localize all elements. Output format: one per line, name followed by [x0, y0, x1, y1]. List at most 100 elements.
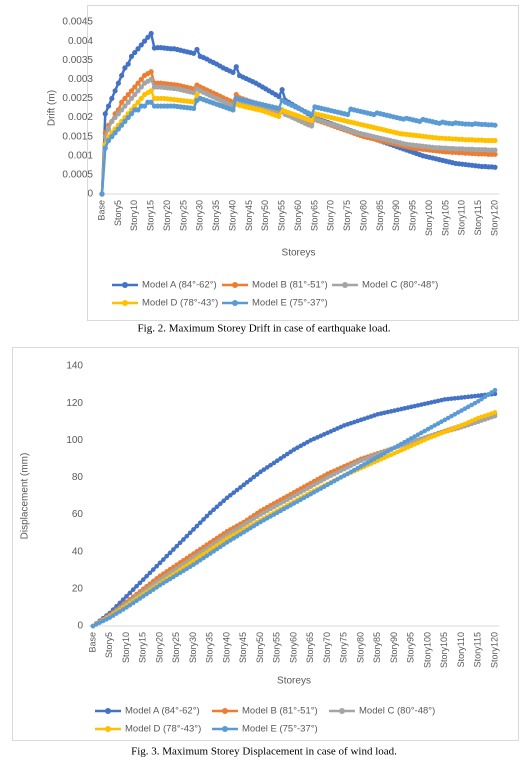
- point: [328, 480, 334, 486]
- point: [233, 92, 239, 98]
- point: [295, 491, 300, 497]
- point: [258, 512, 263, 517]
- point: [274, 510, 280, 516]
- point: [261, 517, 267, 523]
- point: [148, 30, 154, 37]
- x-tick-label: Story10: [121, 632, 131, 663]
- point: [425, 426, 431, 432]
- point: [147, 570, 153, 576]
- point: [295, 488, 300, 493]
- point: [318, 478, 324, 484]
- point: [264, 504, 270, 510]
- y-tick-label: 0: [87, 189, 93, 200]
- point: [285, 497, 290, 503]
- x-tick-label: Story60: [288, 632, 298, 663]
- point: [137, 596, 143, 601]
- legend-marker: [222, 708, 228, 714]
- point: [321, 484, 327, 490]
- point: [122, 118, 128, 124]
- point: [201, 517, 206, 522]
- point: [181, 537, 186, 542]
- x-tick-label: Story45: [238, 632, 248, 663]
- point: [318, 486, 324, 491]
- point: [238, 531, 243, 537]
- point: [459, 395, 464, 400]
- point: [415, 432, 421, 438]
- x-tick-label: Story70: [326, 200, 336, 231]
- x-axis-title: Storeys: [277, 676, 311, 687]
- point: [308, 484, 314, 490]
- point: [295, 499, 300, 504]
- point: [244, 479, 250, 485]
- x-tick-label: Story60: [293, 200, 303, 231]
- point: [120, 597, 126, 602]
- point: [372, 456, 377, 462]
- point: [368, 458, 374, 464]
- point: [308, 480, 314, 486]
- legend-marker: [232, 300, 238, 306]
- point: [318, 475, 324, 480]
- point: [128, 53, 135, 60]
- point: [449, 413, 454, 419]
- point: [191, 105, 197, 111]
- point: [144, 573, 149, 579]
- point: [201, 555, 206, 561]
- point: [135, 107, 141, 113]
- point: [211, 549, 216, 554]
- point: [291, 447, 297, 452]
- point: [211, 507, 216, 513]
- y-tick-label: 80: [72, 472, 84, 483]
- x-tick-label: Story100: [424, 200, 434, 236]
- point: [127, 590, 133, 596]
- point: [258, 519, 263, 525]
- legend-marker: [122, 282, 128, 288]
- point: [125, 99, 131, 105]
- point: [251, 523, 257, 529]
- point: [117, 609, 123, 614]
- point: [244, 520, 250, 526]
- point: [174, 543, 180, 549]
- point: [308, 491, 314, 497]
- point: [268, 462, 273, 468]
- point: [258, 508, 263, 514]
- point: [358, 463, 364, 469]
- point: [445, 396, 451, 402]
- point: [315, 480, 320, 486]
- point: [298, 497, 304, 503]
- y-tick-label: 40: [72, 546, 84, 557]
- point: [278, 456, 283, 461]
- point: [128, 88, 135, 94]
- point: [301, 441, 307, 447]
- point: [278, 501, 283, 506]
- point: [455, 410, 461, 415]
- x-tick-label: Story110: [456, 632, 466, 667]
- point: [489, 390, 494, 395]
- point: [119, 122, 125, 128]
- point: [130, 587, 136, 592]
- point: [274, 458, 280, 464]
- point: [261, 510, 267, 516]
- point: [197, 520, 203, 526]
- point: [181, 568, 186, 574]
- point: [435, 421, 441, 426]
- point: [321, 473, 327, 478]
- point: [157, 582, 163, 588]
- point: [298, 486, 304, 491]
- y-tick-label: 0.001: [68, 150, 93, 161]
- point: [462, 394, 468, 400]
- point: [109, 118, 115, 124]
- x-tick-label: Story85: [375, 200, 385, 231]
- x-tick-label: Base: [96, 200, 106, 221]
- point: [140, 577, 146, 582]
- point: [422, 428, 427, 434]
- point: [469, 402, 474, 408]
- point: [154, 585, 159, 590]
- point: [132, 92, 138, 98]
- x-tick-label: Story95: [406, 632, 416, 663]
- point: [298, 489, 304, 495]
- point: [309, 111, 315, 118]
- point: [218, 501, 223, 507]
- point: [119, 107, 125, 113]
- legend-marker: [232, 282, 238, 288]
- point: [276, 93, 282, 100]
